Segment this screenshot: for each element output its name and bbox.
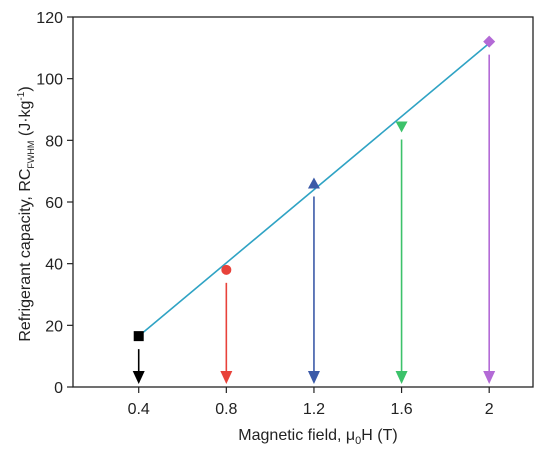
y-axis-title: Refrigerant capacity, RCFWHM (J·kg-1) (16, 86, 36, 341)
y-axis-title-sub: FWHM (26, 141, 36, 169)
y-axis-title-sup: -1 (16, 91, 27, 100)
y-axis-title-close: ) (17, 86, 34, 91)
y-tick-label: 0 (54, 380, 63, 397)
y-tick-label: 60 (45, 195, 63, 212)
data-point (395, 121, 408, 133)
arrow-head (132, 371, 145, 384)
x-axis-title-main: Magnetic field, μ (238, 427, 355, 444)
data-point (133, 331, 144, 342)
y-tick-label: 100 (36, 72, 63, 89)
y-axis-title-end: (J·kg (17, 101, 34, 141)
x-tick-label: 0.8 (215, 401, 237, 418)
arrows-group (132, 54, 496, 384)
x-tick-label: 0.4 (128, 401, 150, 418)
data-point (307, 177, 320, 189)
y-tick-label: 20 (45, 318, 63, 335)
x-axis-title: Magnetic field, μ0H (T) (238, 427, 397, 447)
data-point (221, 264, 232, 275)
arrow-head (483, 371, 496, 384)
x-axis-title-sub: 0 (355, 435, 361, 447)
arrow-head (220, 371, 233, 384)
x-tick-label: 1.6 (390, 401, 412, 418)
fit-line (138, 42, 490, 337)
y-ticks-group: 0 20 40 60 80 100 120 (36, 10, 73, 397)
fit-line-group (138, 42, 490, 337)
arrow-head (307, 371, 320, 384)
data-point (483, 35, 496, 48)
x-tick-label: 1.2 (303, 401, 325, 418)
x-tick-label: 2 (485, 401, 494, 418)
data-points-group (133, 35, 496, 342)
x-ticks-group: 0.4 0.8 1.2 1.6 2 (128, 387, 494, 418)
y-axis-title-main: Refrigerant capacity, RC (17, 169, 34, 342)
arrow-head (395, 371, 408, 384)
y-tick-label: 40 (45, 257, 63, 274)
x-axis-title-end: H (T) (361, 427, 397, 444)
y-tick-label: 120 (36, 10, 63, 27)
y-tick-label: 80 (45, 133, 63, 150)
